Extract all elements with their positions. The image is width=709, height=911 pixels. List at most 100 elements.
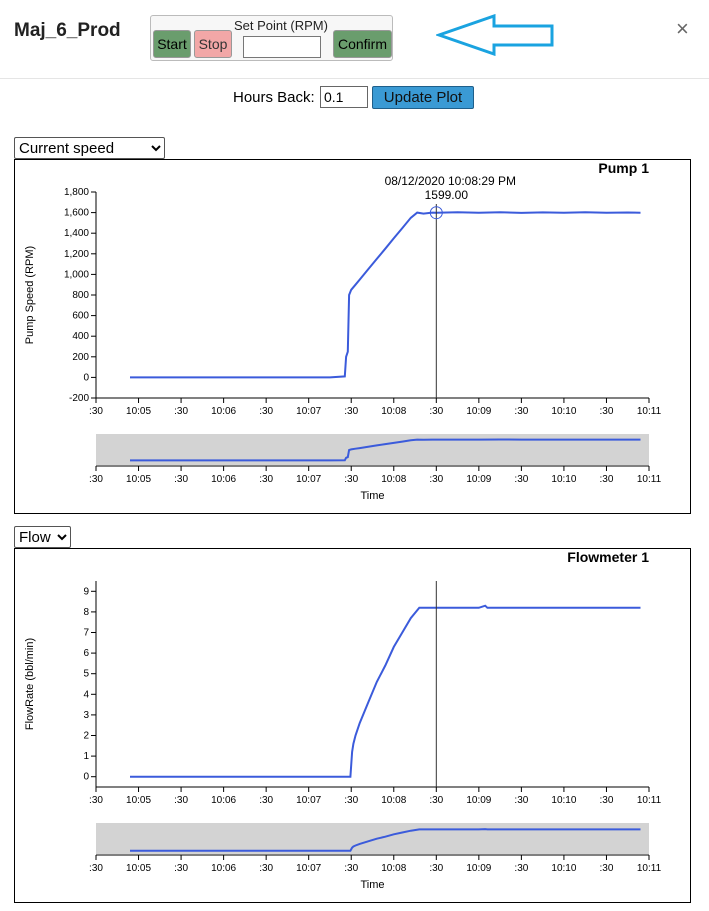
x-axis-tick-label: 10:08 (381, 795, 406, 806)
x-axis-tick-label: :30 (514, 406, 528, 417)
brush-x-axis-tick-label: :30 (514, 474, 528, 485)
y-tick-label: 5 (83, 669, 89, 680)
y-tick-label: 2 (83, 731, 89, 742)
x-axis-tick-label: 10:07 (296, 795, 321, 806)
x-axis-tick-label: 10:06 (211, 406, 236, 417)
arrow-left-outline-icon (436, 14, 554, 56)
brush-x-axis-tick-label: :30 (89, 474, 103, 485)
y-axis-label: FlowRate (bbl/min) (24, 638, 36, 730)
brush-x-axis-tick-label: :30 (514, 863, 528, 874)
chart-1-panel: Pump 1 Pump Speed (RPM) -200 0 200 400 600 800 1… (14, 159, 691, 514)
brush-x-axis-tick-label: 10:08 (381, 474, 406, 485)
y-tick-label: 4 (83, 689, 89, 700)
chart-1-metric-select[interactable]: Current speed (14, 137, 165, 159)
x-axis-tick-label: 10:11 (637, 406, 662, 417)
brush-x-axis-tick-label: :30 (429, 474, 443, 485)
x-axis-tick-label: :30 (89, 795, 103, 806)
y-tick-label: 400 (72, 331, 89, 342)
brush-x-axis-tick-label: :30 (344, 474, 358, 485)
x-axis-tick-label: 10:09 (466, 406, 491, 417)
flow-rate-chart[interactable]: Flowmeter 1 FlowRate (bbl/min) 0 1 2 3 4 5 6 7 8 9:… (15, 549, 690, 902)
tooltip-value: 1599.00 (425, 188, 469, 202)
brush-series-line (130, 438, 641, 462)
x-axis-tick-label: 10:08 (381, 406, 406, 417)
y-tick-label: 3 (83, 710, 89, 721)
x-axis-tick-label: :30 (344, 795, 358, 806)
y-tick-label: 600 (72, 311, 89, 322)
x-axis-label: Time (360, 879, 384, 891)
y-tick-label: 1,000 (64, 269, 89, 280)
brush-x-axis-tick-label: 10:09 (466, 474, 491, 485)
series-line (130, 211, 641, 379)
y-tick-label: 0 (83, 372, 89, 383)
x-axis-tick-label: 10:10 (551, 406, 576, 417)
confirm-button[interactable]: Confirm (333, 30, 392, 58)
y-tick-label: 800 (72, 290, 89, 301)
page-title: Maj_6_Prod (14, 20, 121, 41)
pump-speed-chart[interactable]: Pump 1 Pump Speed (RPM) -200 0 200 400 600 800 1… (15, 160, 690, 513)
x-axis-tick-label: 10:05 (126, 406, 151, 417)
brush-x-axis-tick-label: 10:06 (211, 474, 236, 485)
y-tick-label: 0 (83, 772, 89, 783)
y-tick-label: 8 (83, 607, 89, 618)
brush-x-axis-tick-label: :30 (259, 474, 273, 485)
x-axis-tick-label: :30 (514, 795, 528, 806)
brush-x-axis-tick-label: 10:11 (637, 863, 662, 874)
brush-x-axis-tick-label: 10:07 (296, 474, 321, 485)
setpoint-input[interactable] (243, 36, 321, 58)
brush-x-axis-tick-label: :30 (89, 863, 103, 874)
x-axis-tick-label: 10:07 (296, 406, 321, 417)
chart-2-panel: Flowmeter 1 FlowRate (bbl/min) 0 1 2 3 4 5 6 7 8 9:… (14, 548, 691, 903)
x-axis-tick-label: :30 (259, 795, 273, 806)
brush-x-axis-tick-label: :30 (600, 863, 614, 874)
brush-x-axis-tick-label: 10:05 (126, 863, 151, 874)
chart-2-metric-select[interactable]: Flow (14, 526, 71, 548)
x-axis-tick-label: :30 (89, 406, 103, 417)
x-axis-tick-label: 10:10 (551, 795, 576, 806)
brush-x-axis-tick-label: :30 (259, 863, 273, 874)
hover-point-marker (429, 206, 443, 220)
start-button[interactable]: Start (153, 30, 191, 58)
header-bar: Maj_6_Prod Start Stop Set Point (RPM) Co… (0, 0, 709, 79)
x-axis-tick-label: :30 (259, 406, 273, 417)
brush-series-line (130, 828, 641, 852)
hours-back-input[interactable] (320, 86, 368, 108)
x-axis-tick-label: 10:05 (126, 795, 151, 806)
x-axis-tick-label: 10:11 (637, 795, 662, 806)
brush-x-axis-tick-label: 10:07 (296, 863, 321, 874)
brush-x-axis-tick-label: :30 (429, 863, 443, 874)
y-tick-label: -200 (69, 393, 89, 404)
update-plot-button[interactable]: Update Plot (372, 86, 474, 109)
brush-x-axis-tick-label: 10:11 (637, 474, 662, 485)
y-axis-label: Pump Speed (RPM) (24, 246, 36, 344)
y-tick-label: 7 (83, 628, 89, 639)
hours-back-label: Hours Back: (233, 89, 315, 106)
y-tick-label: 1,800 (64, 187, 89, 198)
x-axis-tick-label: :30 (344, 406, 358, 417)
x-axis-tick-label: :30 (600, 795, 614, 806)
setpoint-label: Set Point (RPM) (234, 18, 328, 33)
brush-x-axis-tick-label: 10:10 (551, 863, 576, 874)
x-axis-tick-label: :30 (174, 795, 188, 806)
pump-control-panel: Start Stop Set Point (RPM) Confirm (150, 15, 393, 61)
brush-x-axis-tick-label: :30 (174, 863, 188, 874)
brush-x-axis-tick-label: 10:08 (381, 863, 406, 874)
brush-x-axis-tick-label: :30 (174, 474, 188, 485)
x-axis-tick-label: :30 (429, 795, 443, 806)
chart-title: Flowmeter 1 (567, 549, 649, 565)
tooltip-time: 08/12/2020 10:08:29 PM (385, 174, 516, 188)
y-tick-label: 1 (83, 751, 89, 762)
x-axis-tick-label: 10:06 (211, 795, 236, 806)
x-axis-tick-label: :30 (174, 406, 188, 417)
brush-x-axis-tick-label: :30 (600, 474, 614, 485)
stop-button[interactable]: Stop (194, 30, 232, 58)
brush-x-axis-tick-label: 10:10 (551, 474, 576, 485)
x-axis-tick-label: :30 (600, 406, 614, 417)
brush-x-axis-tick-label: 10:05 (126, 474, 151, 485)
x-axis-tick-label: 10:09 (466, 795, 491, 806)
y-tick-label: 9 (83, 586, 89, 597)
chart-title: Pump 1 (598, 160, 649, 176)
brush-area (96, 823, 649, 854)
x-axis-tick-label: :30 (429, 406, 443, 417)
close-icon[interactable]: × (676, 16, 689, 41)
